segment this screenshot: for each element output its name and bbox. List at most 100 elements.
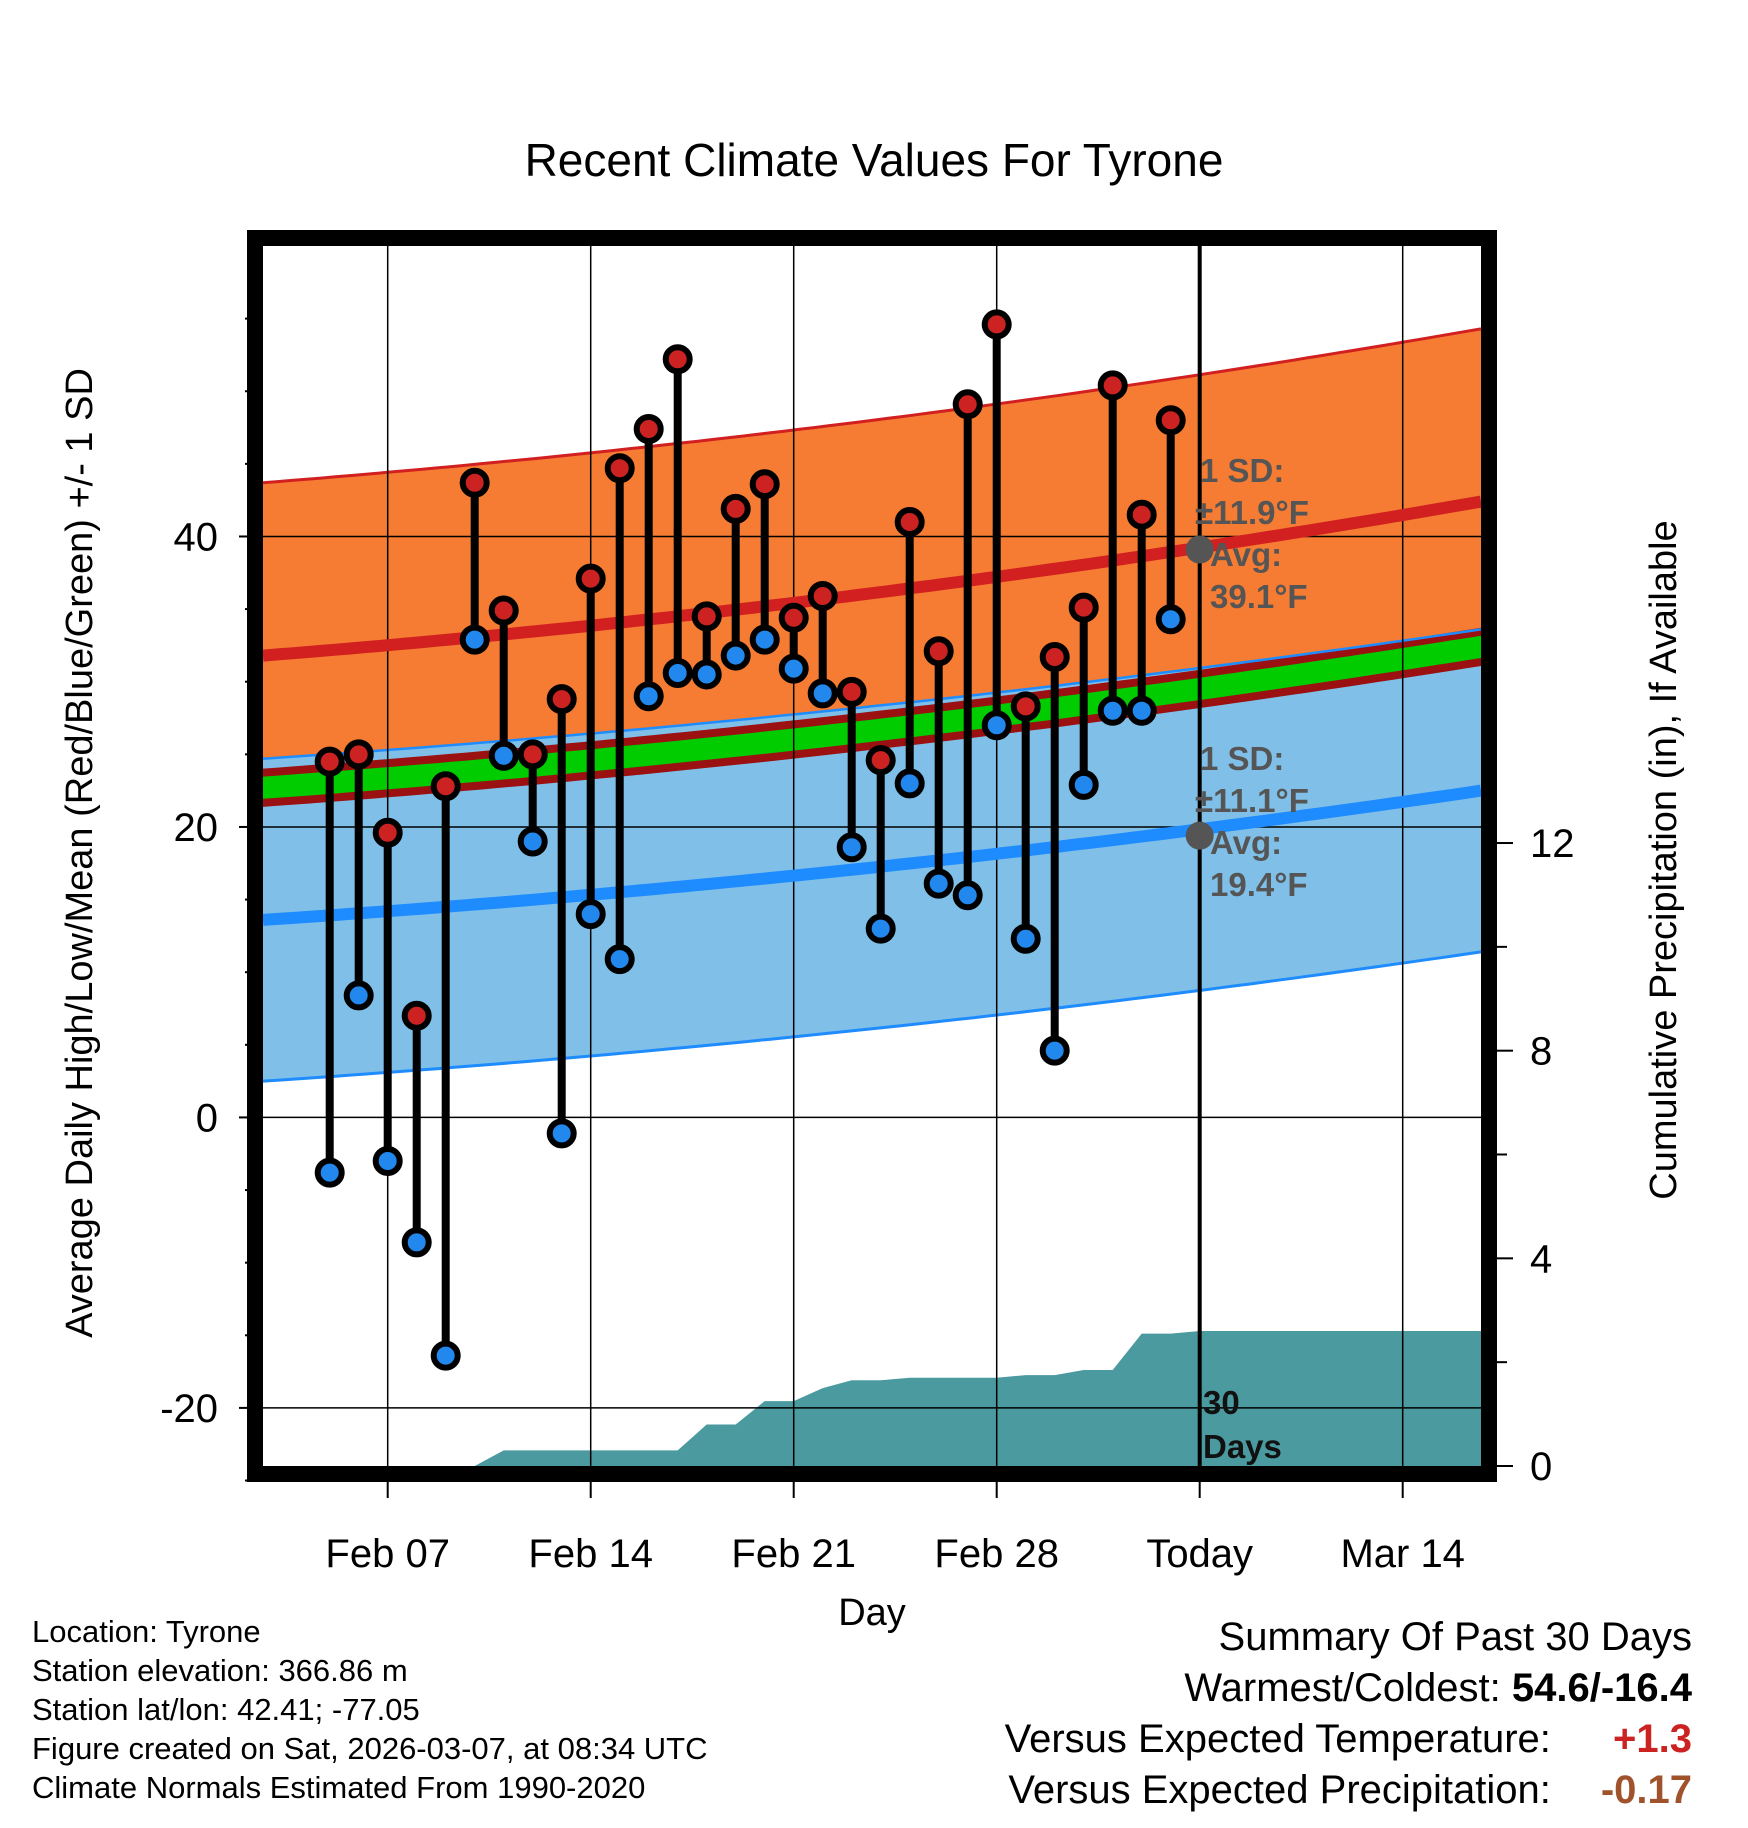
low-sd-band — [263, 629, 1481, 1082]
location-text: Location: Tyrone — [32, 1614, 261, 1649]
left-axis: -20 0 20 40 — [160, 317, 247, 1482]
high-sd-label: 1 SD: — [1200, 452, 1284, 489]
daily-low-point — [1097, 695, 1128, 726]
precip-label: Versus Expected Precipitation: — [1008, 1768, 1551, 1812]
precipitation-layer — [263, 1331, 1481, 1466]
y2-tick-label: 8 — [1530, 1030, 1552, 1074]
daily-high-point — [691, 601, 722, 632]
precip-value: -0.17 — [1600, 1768, 1692, 1812]
y-axis-label: Average Daily High/Low/Mean (Red/Blue/Gr… — [59, 368, 101, 1338]
daily-low-point — [1155, 604, 1186, 635]
x-tick-label: Feb 28 — [934, 1532, 1059, 1576]
daily-high-point — [546, 684, 577, 715]
station-info: Location: Tyrone Station elevation: 366.… — [32, 1612, 708, 1807]
daily-high-point — [981, 309, 1012, 340]
daily-low-point — [575, 899, 606, 930]
daily-low-point — [1010, 923, 1041, 954]
daily-low-point — [923, 868, 954, 899]
low-avg-value: 19.4°F — [1210, 866, 1308, 903]
warm-cold-label: Warmest/Coldest: — [1184, 1666, 1501, 1710]
average-markers — [1185, 535, 1214, 850]
daily-high-point — [807, 581, 838, 612]
x-tick-label: Today — [1146, 1532, 1253, 1576]
y-tick-label: 20 — [174, 806, 219, 850]
y-tick-label: 40 — [174, 515, 219, 559]
y-tick-label: 0 — [196, 1096, 218, 1140]
daily-high-point — [372, 817, 403, 848]
temp-row: Versus Expected Temperature: +1.3 — [1005, 1714, 1692, 1765]
right-axis: 0 4 8 12 — [1497, 822, 1575, 1489]
daily-low-point — [662, 658, 693, 688]
daily-high-point — [430, 771, 461, 802]
daily-low-point — [488, 740, 519, 771]
precip-row: Versus Expected Precipitation: -0.17 — [1005, 1765, 1692, 1816]
x-axis-label: Day — [838, 1592, 906, 1634]
daily-high-point — [923, 636, 954, 667]
daily-low-point — [314, 1157, 345, 1188]
daily-observations — [314, 309, 1186, 1371]
daily-low-point — [749, 624, 780, 655]
daily-high-point — [836, 676, 867, 707]
temp-value: +1.3 — [1613, 1717, 1692, 1761]
daily-low-point — [778, 653, 809, 684]
y2-tick-label: 0 — [1530, 1445, 1552, 1489]
warm-cold-value: 54.6/-16.4 — [1511, 1666, 1692, 1710]
y2-tick-label: 4 — [1530, 1237, 1552, 1281]
daily-low-point — [720, 640, 751, 671]
daily-low-point — [546, 1118, 577, 1149]
daily-low-point — [517, 826, 548, 857]
daily-high-point — [1010, 691, 1041, 722]
daily-low-point — [981, 710, 1012, 741]
daily-high-point — [459, 467, 490, 498]
x-tick-label: Feb 14 — [528, 1532, 653, 1576]
daily-high-point — [1068, 592, 1099, 623]
daily-high-point — [662, 344, 693, 375]
warm-cold-row: Warmest/Coldest: 54.6/-16.4 — [1005, 1663, 1692, 1714]
daily-high-point — [1097, 370, 1128, 401]
temp-label: Versus Expected Temperature: — [1004, 1717, 1551, 1761]
annotations: 1 SD: ±11.9°F Avg: 39.1°F 1 SD: ±11.1°F … — [1195, 452, 1309, 1465]
low-sd-label: 1 SD: — [1200, 740, 1284, 777]
daily-high-point — [749, 469, 780, 500]
window-label-days: Days — [1203, 1428, 1282, 1465]
daily-high-point — [894, 506, 925, 537]
daily-high-point — [517, 739, 548, 770]
daily-high-point — [604, 453, 635, 484]
daily-low-point — [691, 659, 722, 690]
mean-sd-band — [263, 635, 1481, 799]
daily-high-point — [1126, 499, 1157, 530]
x-tick-label: Feb 21 — [731, 1532, 856, 1576]
daily-high-point — [575, 563, 606, 594]
latlon-text: Station lat/lon: 42.41; -77.05 — [32, 1692, 420, 1727]
daily-low-point — [836, 832, 867, 863]
high-average-marker — [1185, 535, 1214, 564]
high-avg-value: 39.1°F — [1210, 578, 1308, 615]
daily-high-point — [488, 595, 519, 626]
plot-frame — [247, 230, 1497, 1482]
low-sd-value: ±11.1°F — [1195, 782, 1309, 819]
daily-low-point — [372, 1146, 403, 1176]
daily-high-point — [1155, 405, 1186, 436]
y-tick-label: -20 — [160, 1387, 218, 1431]
daily-low-point — [604, 944, 635, 975]
x-tick-label: Mar 14 — [1340, 1532, 1465, 1576]
window-label-number: 30 — [1203, 1384, 1240, 1421]
low-avg-label: Avg: — [1210, 824, 1282, 861]
daily-low-point — [1039, 1035, 1070, 1066]
daily-low-point — [633, 681, 664, 712]
x-tick-label: Feb 07 — [325, 1532, 450, 1576]
cumulative-precipitation-area — [263, 1331, 1481, 1466]
daily-low-point — [894, 768, 925, 799]
daily-high-point — [633, 414, 664, 444]
high-avg-label: Avg: — [1210, 536, 1282, 573]
daily-high-point — [314, 746, 345, 777]
daily-low-point — [865, 913, 896, 944]
daily-low-point — [430, 1340, 461, 1371]
created-text: Figure created on Sat, 2026-03-07, at 08… — [32, 1731, 708, 1766]
daily-low-point — [952, 880, 983, 911]
daily-low-point — [1068, 769, 1099, 800]
daily-high-point — [720, 493, 751, 524]
daily-high-point — [401, 1000, 432, 1031]
daily-high-point — [952, 389, 983, 420]
